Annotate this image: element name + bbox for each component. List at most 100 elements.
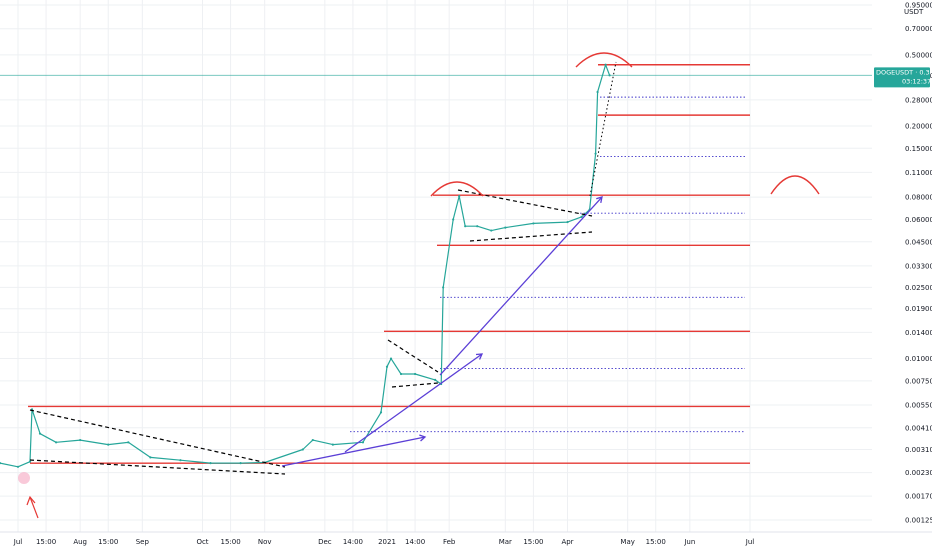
price-point bbox=[504, 226, 507, 229]
y-tick-label: 0.0100000 bbox=[905, 355, 932, 363]
x-tick-label: 15:00 bbox=[646, 538, 666, 546]
price-point bbox=[464, 225, 467, 228]
x-tick-label: Mar bbox=[499, 538, 512, 546]
y-tick-label: 0.0330000 bbox=[905, 262, 932, 270]
x-tick-label: 14:00 bbox=[343, 538, 363, 546]
y-tick-label: 0.0041000 bbox=[905, 424, 932, 432]
price-point bbox=[38, 432, 42, 435]
price-point bbox=[331, 443, 334, 446]
y-tick-label: 0.0800000 bbox=[905, 194, 932, 202]
x-tick-label: 15:00 bbox=[220, 538, 240, 546]
price-point bbox=[458, 195, 461, 198]
y-tick-label: 0.0017000 bbox=[905, 493, 932, 501]
y-tick-label: 0.0023000 bbox=[905, 469, 932, 477]
price-point bbox=[452, 218, 455, 221]
trend-arrow-head bbox=[596, 196, 603, 204]
y-tick-label: 0.5000000 bbox=[905, 51, 932, 59]
price-point bbox=[399, 372, 403, 376]
x-tick-label: Oct bbox=[196, 538, 208, 546]
top-arc bbox=[575, 52, 633, 68]
x-tick-label: Dec bbox=[318, 538, 332, 546]
price-point bbox=[413, 372, 417, 376]
x-tick-label: 15:00 bbox=[98, 538, 118, 546]
price-point bbox=[580, 215, 583, 219]
price-point bbox=[55, 441, 58, 444]
price-point bbox=[301, 448, 304, 451]
y-tick-label: 0.7000000 bbox=[905, 25, 932, 33]
price-point bbox=[385, 365, 389, 368]
price-axis-panel[interactable] bbox=[872, 0, 932, 532]
y-tick-label: 0.0250000 bbox=[905, 284, 932, 292]
price-point bbox=[361, 441, 365, 444]
wedge-line bbox=[29, 459, 286, 475]
y-tick-label: 0.1100000 bbox=[905, 169, 932, 177]
x-tick-label: 2021 bbox=[378, 538, 396, 546]
y-tick-label: 0.1500000 bbox=[905, 145, 932, 153]
x-tick-label: 15:00 bbox=[523, 538, 543, 546]
x-tick-label: 15:00 bbox=[36, 538, 56, 546]
price-point bbox=[239, 462, 242, 465]
price-point bbox=[442, 286, 445, 289]
trend-arrow-head bbox=[419, 434, 427, 442]
price-tag-label: DOGEUSDT · 0.3840000 bbox=[876, 68, 932, 76]
price-point bbox=[311, 438, 314, 442]
y-tick-label: 0.0600000 bbox=[905, 216, 932, 224]
wedge-line bbox=[391, 382, 439, 388]
price-point bbox=[79, 438, 82, 442]
wedge-line bbox=[387, 339, 439, 373]
x-tick-label: Apr bbox=[561, 538, 573, 546]
price-point bbox=[127, 441, 130, 444]
y-tick-label: 0.0190000 bbox=[905, 305, 932, 313]
price-tag-box bbox=[874, 67, 930, 88]
x-tick-label: Sep bbox=[136, 538, 150, 546]
y-tick-label: 0.2000000 bbox=[905, 122, 932, 130]
price-line bbox=[0, 64, 611, 468]
top-arc bbox=[430, 181, 484, 197]
x-tick-label: Nov bbox=[258, 538, 272, 546]
price-point bbox=[608, 74, 611, 77]
price-point bbox=[0, 462, 2, 465]
price-point bbox=[389, 357, 393, 360]
y-tick-label: 0.9500000 bbox=[905, 2, 932, 10]
highlight-marker bbox=[18, 472, 30, 484]
pointer-arrow-head bbox=[26, 495, 36, 506]
price-point bbox=[209, 462, 212, 465]
price-point bbox=[566, 220, 569, 224]
top-arc bbox=[770, 175, 820, 195]
trend-arrow-head bbox=[475, 353, 484, 360]
price-point bbox=[107, 443, 110, 446]
price-point bbox=[594, 152, 597, 155]
y-tick-label: 0.0450000 bbox=[905, 238, 932, 246]
current-price-tag[interactable]: DOGEUSDT · 0.384000003:12:37 bbox=[874, 67, 932, 88]
trend-arrow bbox=[281, 436, 426, 467]
y-tick-label: 0.2800000 bbox=[905, 96, 932, 104]
x-tick-label: Aug bbox=[73, 538, 87, 546]
price-point bbox=[16, 465, 20, 468]
price-tag-countdown: 03:12:37 bbox=[902, 77, 931, 85]
trend-arrow bbox=[439, 196, 603, 376]
chart-grid bbox=[0, 0, 872, 532]
x-tick-label: Jul bbox=[745, 538, 755, 546]
y-tick-label: 0.0075000 bbox=[905, 377, 932, 385]
y-tick-label: 0.0055000 bbox=[905, 401, 932, 409]
price-point bbox=[532, 222, 535, 225]
price-point bbox=[490, 229, 493, 232]
price-point bbox=[596, 90, 599, 94]
x-tick-label: Jun bbox=[683, 538, 695, 546]
trend-arrow bbox=[344, 353, 483, 453]
x-tick-label: May bbox=[620, 538, 634, 546]
time-axis: Jul 15:00 Aug 15:00 Sep Oct 15:00 Nov Dec 14:00 20… bbox=[13, 538, 755, 546]
wedge-line bbox=[457, 189, 593, 217]
y-tick-label: 0.0031000 bbox=[905, 446, 932, 454]
price-point bbox=[179, 459, 182, 462]
price-point bbox=[379, 411, 383, 414]
time-axis-panel[interactable] bbox=[0, 532, 872, 550]
axis-unit-label: USDT bbox=[904, 8, 924, 16]
price-point bbox=[604, 63, 607, 66]
x-tick-label: Jul bbox=[13, 538, 23, 546]
wedge-line bbox=[469, 231, 593, 242]
price-point bbox=[28, 460, 32, 463]
price-point bbox=[476, 225, 479, 228]
